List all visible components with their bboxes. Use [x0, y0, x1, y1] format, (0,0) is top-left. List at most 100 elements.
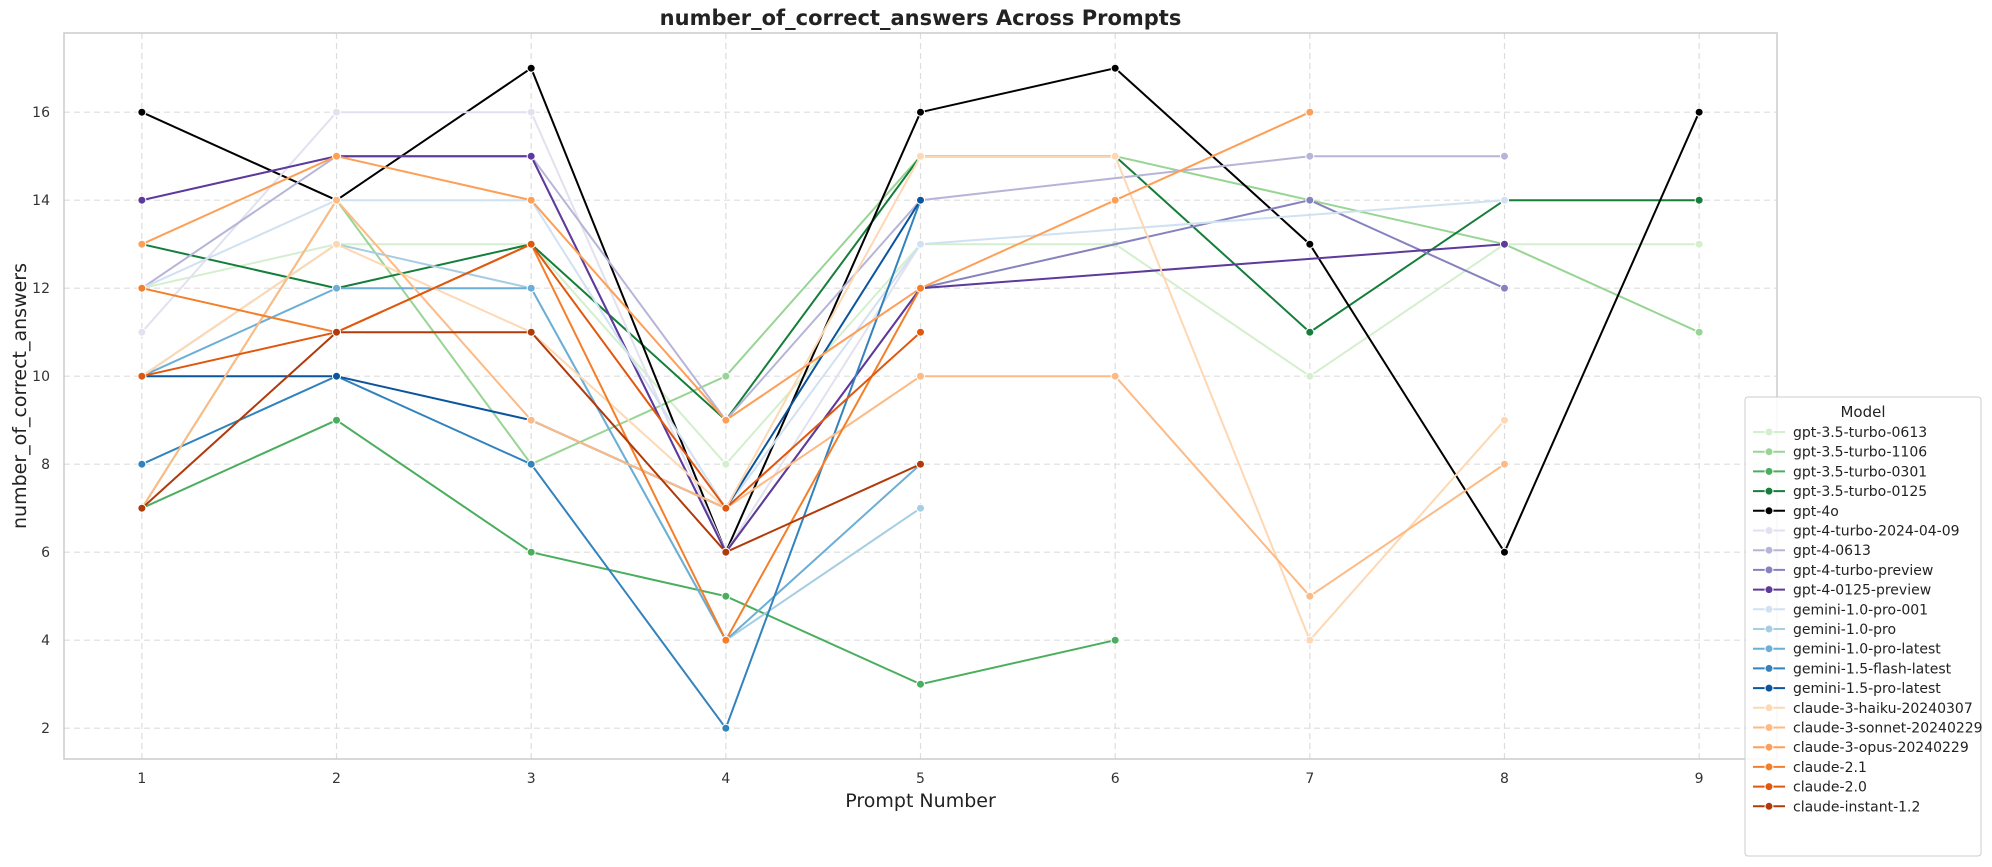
x-tick-label: 8	[1500, 771, 1509, 787]
y-tick-label: 16	[32, 105, 50, 121]
data-point	[332, 415, 342, 425]
data-point	[916, 503, 925, 513]
legend-swatch-marker	[1764, 801, 1774, 811]
legend-label: gemini-1.5-pro-latest	[1793, 681, 1941, 697]
data-point	[526, 547, 536, 557]
data-point	[916, 107, 925, 117]
data-point	[526, 239, 536, 249]
legend-label: gpt-4-0613	[1793, 543, 1871, 559]
x-tick-label: 7	[1305, 771, 1314, 787]
legend-item: gemini-1.5-pro-latest	[1753, 681, 1941, 697]
data-point	[526, 195, 536, 205]
x-axis-label: Prompt Number	[845, 790, 996, 812]
legend-swatch-marker	[1764, 723, 1774, 732]
legend-item: gpt-4-turbo-2024-04-09	[1753, 524, 1960, 540]
data-point	[916, 371, 925, 381]
legend-label: gemini-1.0-pro	[1793, 622, 1896, 638]
data-point	[916, 459, 925, 469]
data-point	[1499, 283, 1509, 293]
series-line	[141, 199, 1505, 510]
data-point	[916, 151, 925, 161]
series-line	[141, 419, 1116, 686]
data-point	[1499, 459, 1509, 469]
legend-label: gemini-1.5-flash-latest	[1793, 661, 1952, 677]
legend-label: claude-3-haiku-20240307	[1793, 701, 1973, 717]
legend-swatch-marker	[1764, 604, 1774, 614]
legend-label: claude-2.0	[1793, 780, 1867, 796]
data-point	[526, 283, 536, 293]
legend-label: claude-3-opus-20240229	[1793, 740, 1969, 756]
x-tick-label: 2	[332, 771, 341, 787]
legend-swatch-marker	[1764, 703, 1774, 713]
legend-item: gpt-3.5-turbo-0613	[1753, 425, 1927, 441]
legend-swatch-marker	[1764, 782, 1774, 792]
x-tick-label: 6	[1111, 771, 1120, 787]
legend-label: gpt-4-turbo-2024-04-09	[1793, 524, 1960, 540]
data-point	[1305, 239, 1315, 249]
data-point	[1499, 195, 1509, 205]
legend-item: claude-2.0	[1753, 780, 1867, 796]
data-point	[1110, 63, 1120, 73]
data-point	[1694, 107, 1704, 117]
data-point	[137, 283, 147, 293]
data-point	[137, 107, 147, 117]
legend-label: gpt-3.5-turbo-1106	[1793, 445, 1927, 461]
data-point	[916, 327, 925, 337]
data-point	[721, 547, 731, 557]
legend-item: gemini-1.0-pro-001	[1753, 602, 1928, 618]
plot-frame	[63, 32, 1778, 760]
legend-label: gpt-3.5-turbo-0125	[1793, 484, 1927, 500]
legend-item: gpt-3.5-turbo-0125	[1753, 484, 1927, 500]
data-point	[1305, 327, 1315, 337]
data-point	[721, 371, 731, 381]
legend-item: gpt-4o	[1753, 504, 1839, 520]
series-line	[141, 66, 1701, 555]
legend-swatch-marker	[1764, 545, 1774, 555]
data-point	[332, 195, 342, 205]
legend-item: gpt-3.5-turbo-0301	[1753, 464, 1927, 480]
y-axis-label: number_of_correct_answers	[9, 263, 31, 529]
data-point	[526, 107, 536, 117]
data-point	[721, 591, 731, 601]
legend: Model gpt-3.5-turbo-0613 gpt-3.5-turbo-11…	[1744, 396, 1983, 857]
data-point	[916, 283, 925, 293]
legend-item: claude-3-sonnet-20240229	[1753, 721, 1983, 737]
data-point	[526, 151, 536, 161]
legend-label: claude-3-sonnet-20240229	[1793, 721, 1983, 737]
y-tick-label: 8	[41, 457, 50, 473]
data-point	[721, 635, 731, 645]
legend-swatch-marker	[1764, 663, 1774, 673]
data-point	[1499, 547, 1509, 557]
legend-item: claude-3-haiku-20240307	[1753, 701, 1973, 717]
data-point	[332, 107, 342, 117]
legend-label: gpt-4-turbo-preview	[1793, 563, 1933, 579]
data-point	[1499, 239, 1509, 249]
data-point	[916, 195, 925, 205]
grid	[64, 33, 1777, 759]
data-point	[137, 459, 147, 469]
legend-title: Model	[1840, 403, 1885, 421]
legend-item: claude-3-opus-20240229	[1753, 740, 1969, 756]
data-point	[332, 327, 342, 337]
data-point	[332, 371, 342, 381]
legend-label: claude-instant-1.2	[1793, 799, 1920, 815]
legend-label: gemini-1.0-pro-001	[1793, 602, 1928, 618]
data-point	[137, 327, 147, 337]
legend-label: gpt-4-0125-preview	[1793, 583, 1931, 599]
y-tick-label: 2	[41, 721, 50, 737]
data-point	[137, 239, 147, 249]
y-tick-label: 14	[32, 193, 50, 209]
legend-item: gpt-4-turbo-preview	[1753, 563, 1933, 579]
legend-swatch-marker	[1764, 585, 1774, 595]
legend-box	[1744, 396, 1982, 857]
data-point	[1305, 371, 1315, 381]
legend-item: gpt-4-0125-preview	[1753, 583, 1931, 599]
data-point	[1305, 591, 1315, 601]
legend-item: gemini-1.0-pro-latest	[1753, 642, 1941, 658]
y-tick-label: 6	[41, 545, 50, 561]
legend-label: gpt-3.5-turbo-0613	[1793, 425, 1927, 441]
data-point	[1694, 195, 1704, 205]
series-claude-instant-1.2	[137, 327, 925, 557]
